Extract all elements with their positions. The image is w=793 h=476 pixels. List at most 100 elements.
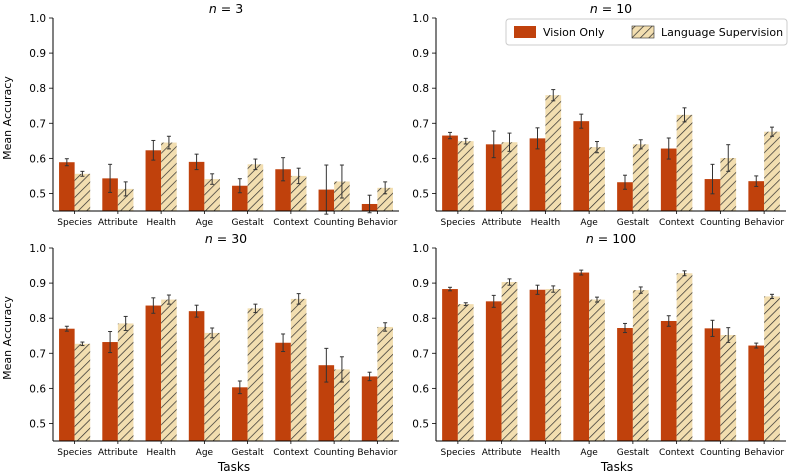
y-tick-label: 0.7 [29,348,46,360]
bar-language-supervision [247,164,264,211]
x-tick-label: Behavior [357,218,397,228]
x-tick-label: Gestalt [231,218,264,228]
bar-vision-only [275,169,291,211]
bar-vision-only [485,144,502,211]
panel-title-value: = 10 [598,1,632,16]
legend-swatch-vision [514,26,536,38]
bar-vision-only [529,138,546,211]
panel-title-n-symbol: n [205,231,213,246]
panel-title-n-symbol: n [586,231,594,246]
ylabel-top: Mean Accuracy [1,76,14,160]
x-tick-label: Health [146,218,176,228]
y-tick-label: 0.8 [29,313,46,325]
x-tick-label: Attribute [482,448,522,458]
y-tick-label: 1.0 [29,13,46,25]
y-tick-label: 0.7 [29,118,46,130]
x-tick-label: Age [580,218,598,228]
x-tick-label: Health [531,448,561,458]
bar-vision-only [102,178,118,211]
legend: Vision Only Language Supervision [505,18,788,46]
bar-language-supervision [161,142,177,211]
bar-vision-only [442,135,458,211]
panel-n100: n = 100 0.5 0.6 0.7 0.8 0.9 1.0 Species Attribut… [412,231,786,458]
bar-vision-only [188,311,205,441]
bar-vision-only [617,328,633,441]
legend-label-language: Language Supervision [661,26,783,39]
y-tick-label: 0.8 [29,83,46,95]
bar-language-supervision [545,289,562,441]
bar-language-supervision [632,144,649,211]
bar-language-supervision [501,142,518,211]
y-tick-label: 0.7 [412,118,429,130]
bar-language-supervision [117,188,134,211]
x-tick-label: Counting [314,448,355,458]
bar-language-supervision [720,158,737,211]
x-tick-label: Behavior [744,448,784,458]
legend-swatch-language [631,25,655,39]
x-tick-label: Species [441,448,476,458]
bar-vision-only [232,185,248,211]
ylabel-bottom: Mean Accuracy [1,296,14,380]
bar-vision-only [188,161,205,211]
bar-vision-only [102,342,118,441]
bar-vision-only [660,320,677,441]
bar-language-supervision [247,308,264,441]
bar-language-supervision [74,173,91,211]
y-tick-label: 1.0 [29,243,46,255]
x-tick-label: Behavior [357,448,397,458]
bar-language-supervision [117,323,134,441]
bar-language-supervision [377,187,393,211]
bar-language-supervision [720,335,737,441]
bar-language-supervision [161,299,177,441]
bar-vision-only [704,179,721,211]
x-tick-label: Gestalt [617,448,650,458]
x-tick-label: Counting [700,218,741,228]
x-tick-label: Gestalt [231,448,264,458]
x-tick-label: Species [57,448,92,458]
x-tick-label: Counting [314,218,355,228]
x-tick-label: Context [273,448,309,458]
y-tick-label: 0.9 [412,278,429,290]
bar-language-supervision [74,343,91,441]
bar-language-supervision [764,131,780,211]
bar-vision-only [59,162,75,211]
bar-vision-only [485,301,502,441]
bar-vision-only [617,182,633,211]
bar-vision-only [361,376,378,441]
bar-language-supervision [501,282,518,441]
y-tick-label: 0.5 [412,188,429,200]
panel-n30: n = 30 0.5 0.6 0.7 0.8 0.9 1.0 Species Attribute… [29,231,399,458]
bar-vision-only [573,121,590,211]
bar-vision-only [748,345,765,441]
bar-vision-only [529,289,546,441]
bar-language-supervision [589,299,605,441]
x-tick-label: Health [531,218,561,228]
x-tick-label: Age [580,448,598,458]
y-tick-label: 0.9 [29,48,46,60]
panel-n10: n = 10 0.5 0.6 0.7 0.8 0.9 1.0 Species Attribute… [412,1,786,228]
xlabel-left: Tasks [217,460,250,474]
y-tick-label: 1.0 [412,243,429,255]
bar-language-supervision [334,369,350,441]
x-tick-label: Attribute [482,218,522,228]
bar-vision-only [704,328,721,441]
y-tick-label: 0.6 [412,153,429,165]
bar-language-supervision [457,304,474,441]
x-tick-label: Age [196,448,214,458]
y-tick-label: 0.5 [29,418,46,430]
x-tick-label: Attribute [98,218,138,228]
y-tick-label: 0.6 [29,383,46,395]
x-tick-label: Age [196,218,214,228]
bar-language-supervision [676,273,693,441]
x-tick-label: Gestalt [617,218,650,228]
bar-language-supervision [764,296,780,441]
bar-vision-only [660,148,677,211]
bar-language-supervision [377,326,393,441]
y-tick-label: 0.6 [412,383,429,395]
bar-language-supervision [676,114,693,211]
x-tick-label: Species [441,218,476,228]
y-tick-label: 0.6 [29,153,46,165]
panel-title: n = 100 [586,231,636,246]
panel-title: n = 3 [209,1,243,16]
bar-language-supervision [204,332,220,441]
